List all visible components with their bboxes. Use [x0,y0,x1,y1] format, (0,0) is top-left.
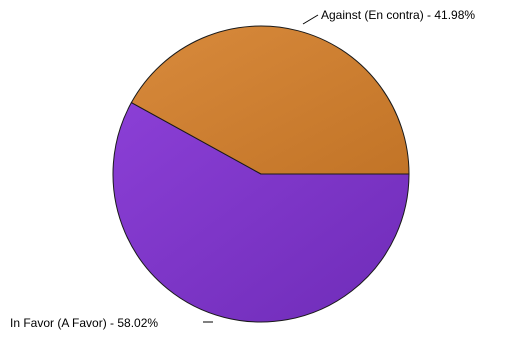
slice-label-0: In Favor (A Favor) - 58.02% [10,316,158,330]
pie-slices [112,25,410,323]
leader-line-1 [302,14,319,25]
pie-slice-1 [130,25,410,175]
pie-labels: In Favor (A Favor) - 58.02% Against (En c… [10,8,475,330]
pie-slice-0 [112,101,410,323]
slice-label-1: Against (En contra) - 41.98% [321,8,475,22]
